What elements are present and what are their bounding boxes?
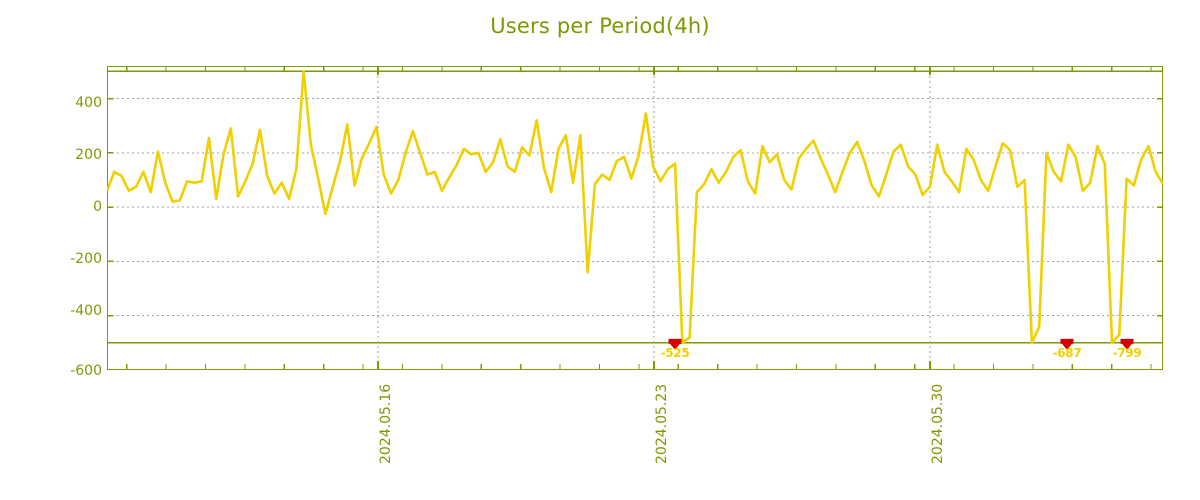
spike-annotation-2: -687	[1052, 346, 1082, 360]
x-tick-label-3: 2024.05.30	[930, 383, 946, 464]
y-tick-label-200: 200	[75, 147, 102, 163]
x-tick-label-2: 2024.05.23	[654, 383, 670, 464]
y-tick-label-400: 400	[75, 95, 102, 111]
spike-annotation-1: -525	[660, 346, 690, 360]
plot-area	[107, 66, 1163, 370]
spike-annotation-3: -799	[1112, 346, 1142, 360]
y-tick-label-minus400: -400	[70, 303, 102, 319]
plot-canvas	[107, 66, 1163, 370]
y-tick-label-0: 0	[93, 199, 102, 215]
y-tick-label-minus200: -200	[70, 251, 102, 267]
y-axis-labels: 400 200 0 -200 -400 -600	[40, 0, 102, 500]
chart-title: Users per Period(4h)	[490, 14, 710, 38]
x-tick-label-1: 2024.05.16	[378, 383, 394, 464]
y-tick-label-minus600: -600	[70, 363, 102, 379]
